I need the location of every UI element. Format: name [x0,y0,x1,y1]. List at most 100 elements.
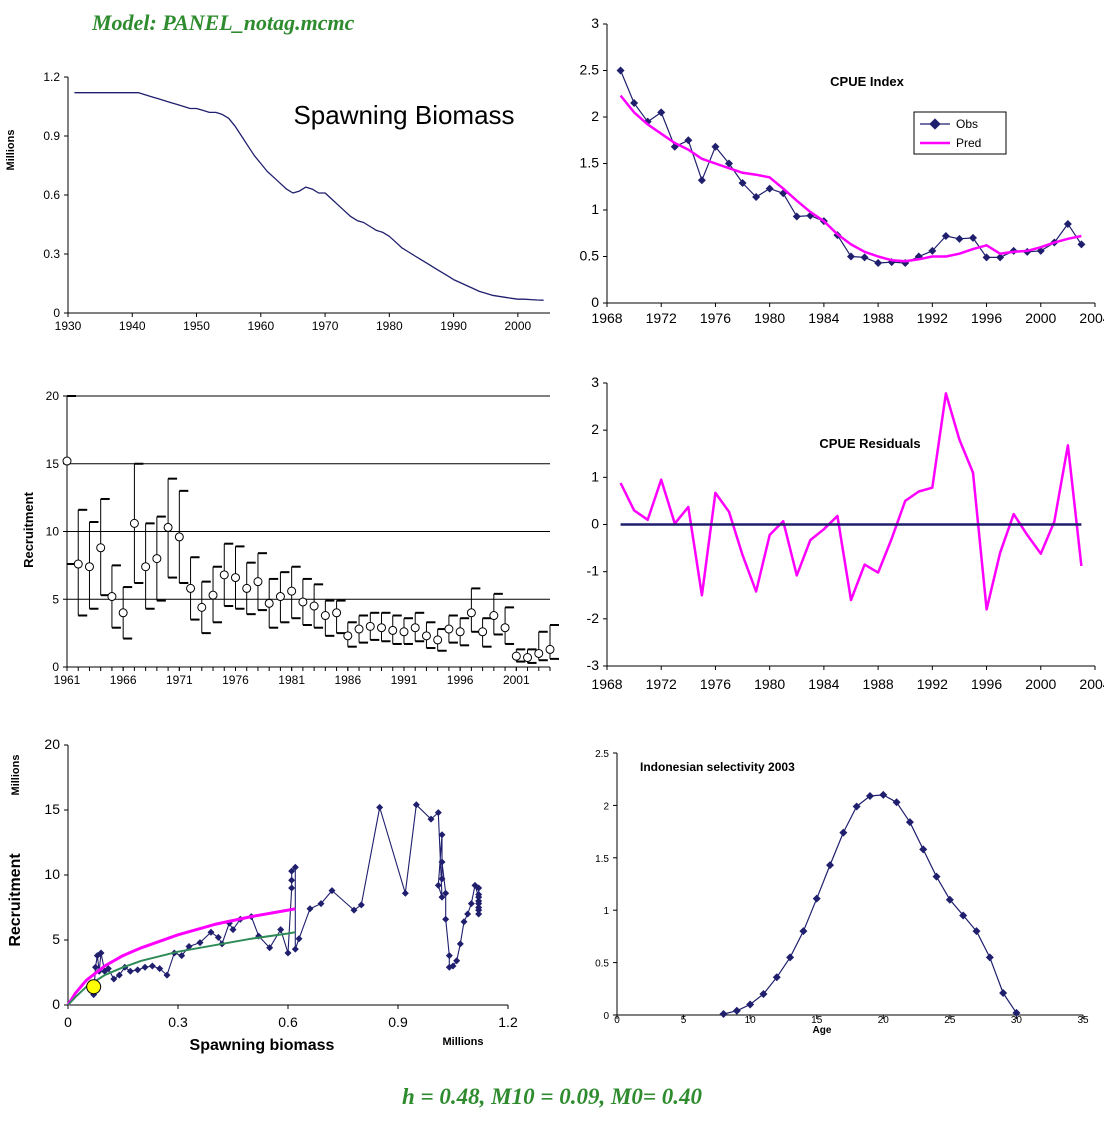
sr-point [148,962,156,970]
selectivity-chart: 0 0.5 1 1.5 2 2.5 0 5 10 15 20 25 30 35 Indonesian se… [595,749,1089,1036]
selectivity-line [723,794,1017,1015]
cpue-obs-point [684,136,693,145]
x-tick-label: 25 [944,1015,956,1026]
x-tick-label: 0 [614,1015,620,1026]
cpue-index-chart: 0 0.5 1 1.5 2 2.5 3 1968 1972 1976 1980 1984 1988 199… [580,15,1104,326]
parameter-footer: h = 0.48, M10 = 0.09, M0= 0.40 [401,1084,702,1109]
recruitment-point [186,583,196,593]
selectivity-point [852,802,861,811]
recruitment-point [129,518,139,528]
selectivity-point [746,1000,755,1009]
sr-point [291,863,299,871]
sr-curve-pink [66,907,296,1006]
y-tick-label: 0 [52,996,60,1012]
x-tick-label: 0 [64,1014,72,1030]
recruitment-point [343,631,353,641]
recruitment-point [466,608,476,618]
sr-point [475,910,483,918]
cpue-obs-point [969,233,977,242]
x-tick-label: 1980 [376,319,403,333]
recruitment-point [489,611,499,621]
x-tick-label: 2000 [1025,676,1056,692]
sr-point [464,910,472,918]
recruit-ylabel: Recruitment [21,491,36,568]
x-tick-label: 1992 [917,676,948,692]
x-tick-label: 2000 [505,319,532,333]
cpue-obs-point [725,159,733,168]
sr-point [185,943,193,950]
sr-point [412,801,420,809]
recruitment-point [264,598,274,608]
sr-point [288,867,296,875]
sel-xlabel: Age [813,1025,832,1036]
recruitment-ci-chart: 0 5 10 15 20 1961 1966 1971 1976 1981 1986 1991 1996… [21,389,559,687]
x-tick-label: 20 [878,1015,890,1026]
x-tick-label: 10 [745,1015,757,1026]
x-tick-label: 30 [1011,1015,1023,1026]
residual-line [619,392,1083,611]
cpue-obs-point [955,234,964,243]
selectivity-point [945,895,954,904]
y-tick-label: 10 [46,525,60,539]
y-tick-label: -2 [587,610,600,626]
cpue-obs-point [738,179,747,188]
sr-point [115,971,123,979]
y-tick-label: 2.5 [595,749,609,760]
sr-point [288,876,296,884]
sr-point [196,939,204,947]
legend-pred: Pred [956,136,981,150]
recruitment-point [433,635,443,645]
recruitment-point [523,653,533,663]
recruitment-point [141,562,151,572]
recruitment-point [500,623,510,633]
sr-point [207,928,215,936]
x-tick-label: 1968 [591,676,622,692]
sr-point [141,963,149,971]
cpue-obs-point [697,176,706,185]
sr-point [266,944,274,952]
y-tick-label: 1 [591,201,599,217]
x-tick-label: 1984 [808,310,839,326]
recruitment-point [320,611,330,621]
cpue-obs-point [941,232,950,241]
sr-yunit: Millions [10,755,22,796]
cpue-obs-point [847,252,855,261]
sr-point [288,884,296,892]
sr-curve-green [67,931,296,1006]
recruitment-point [399,627,409,637]
recruitment-point [377,623,387,633]
recruitment-point [354,624,364,634]
recruitment-point [332,608,342,618]
cpue-obs-point [616,66,625,75]
cpue-obs-point [711,142,720,151]
sr-point [453,957,461,965]
x-tick-label: 1972 [646,310,677,326]
x-tick-label: 2004 [1079,310,1104,326]
y-tick-label: 0 [53,306,60,320]
y-tick-label: 1.5 [580,155,600,171]
y-tick-label: 5 [52,931,60,947]
x-tick-label: 1950 [183,319,210,333]
x-tick-label: 1968 [591,310,622,326]
cpue-obs-point [1063,219,1072,228]
y-tick-label: 20 [46,389,60,403]
x-tick-label: 1976 [700,310,731,326]
legend-obs: Obs [956,117,978,131]
sr-point [156,965,164,973]
x-tick-label: 1971 [166,673,193,687]
selectivity-point [879,790,888,799]
sr-point [229,926,237,934]
sr-point [178,952,186,960]
sr-point [163,971,171,979]
y-tick-label: 15 [46,457,60,471]
recruitment-point [253,577,263,587]
cpue-obs-point [996,253,1005,262]
sr-point [467,900,475,908]
sr-point [110,975,118,983]
y-tick-label: -1 [587,563,600,579]
model-title: Model: PANEL_notag.mcmc [92,10,355,35]
y-tick-label: 1 [591,468,599,484]
cpue-obs-point [1077,240,1086,249]
y-tick-label: 5 [52,592,59,606]
cpue-obs-point [765,184,774,193]
